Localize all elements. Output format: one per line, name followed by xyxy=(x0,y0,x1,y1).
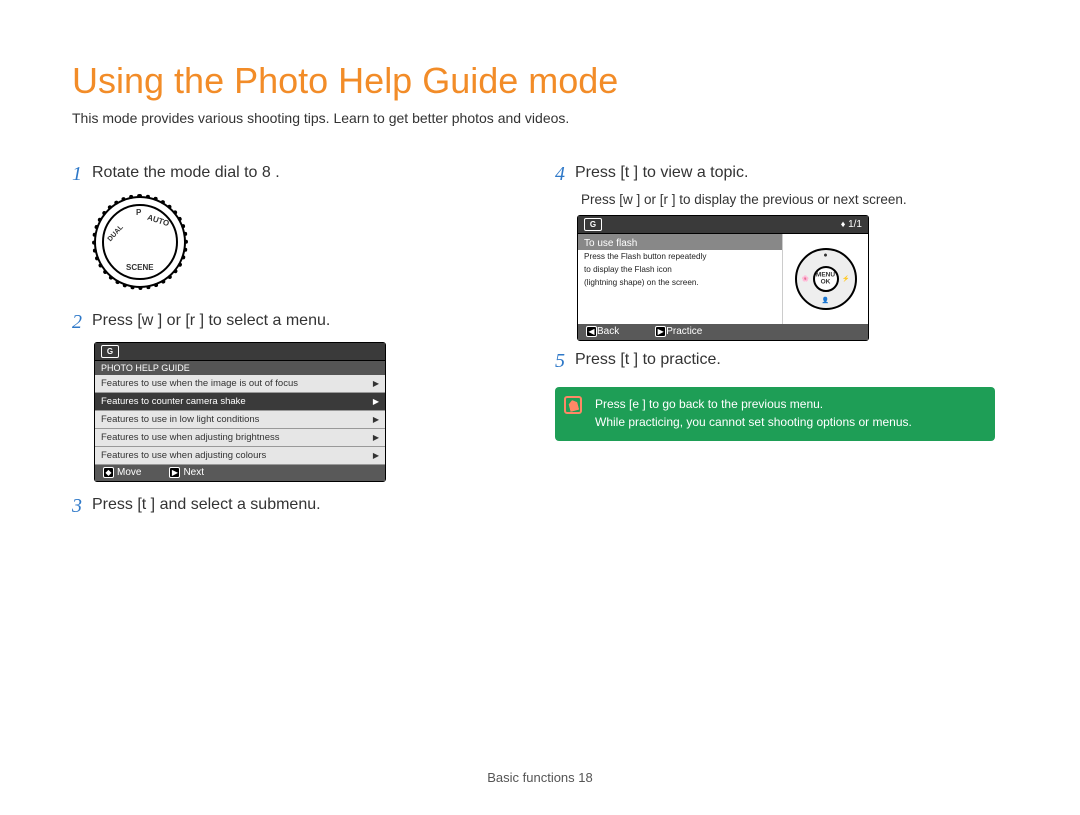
content-columns: 1 Rotate the mode dial to 8 . P AUTO DUA… xyxy=(72,162,1008,524)
note-icon xyxy=(564,396,582,414)
page-title: Using the Photo Help Guide mode xyxy=(72,60,1008,102)
chevron-right-icon: ▶ xyxy=(373,433,379,442)
right-icon: ▶ xyxy=(169,467,180,478)
control-wheel-figure: ⏺ 👤 🌸 ⚡ MENU OK xyxy=(782,234,868,324)
next-key: ▶Next xyxy=(169,467,204,478)
list-item: Features to counter camera shake▶ xyxy=(95,393,385,411)
topic-line: Press the Flash button repeatedly xyxy=(584,251,776,262)
wheel-down-icon: 👤 xyxy=(822,297,829,304)
wheel-left-icon: 🌸 xyxy=(802,276,809,283)
topic-line: to display the Flash icon xyxy=(584,264,776,275)
step-3-number: 3 xyxy=(72,494,82,518)
step-5-number: 5 xyxy=(555,349,565,373)
dial-label-auto: AUTO xyxy=(147,213,171,229)
guide-icon: G xyxy=(101,345,119,358)
dial-label-p: P xyxy=(136,208,141,217)
topic-title: To use ﬂash xyxy=(584,238,776,249)
step-4-number: 4 xyxy=(555,162,565,186)
page-footer: Basic functions 18 xyxy=(0,770,1080,785)
step-1-number: 1 xyxy=(72,162,82,186)
step-2-number: 2 xyxy=(72,310,82,334)
mode-dial-icon: P AUTO DUAL SCENE xyxy=(94,196,186,288)
up-down-icon: ♦ xyxy=(841,219,846,229)
left-icon: ◀ xyxy=(586,326,597,337)
chevron-right-icon: ▶ xyxy=(373,397,379,406)
back-key: ◀Back xyxy=(586,326,619,337)
guide-icon: G xyxy=(584,218,602,231)
step-4-note: Press [w ] or [r ] to display the previo… xyxy=(581,192,1008,207)
lcd-topic-body: To use ﬂash Press the Flash button repea… xyxy=(578,234,868,324)
topic-line: (lightning shape) on the screen. xyxy=(584,277,776,288)
lcd-topic-footer: ◀Back ▶Practice xyxy=(578,324,868,340)
step-4-text: Press [t ] to view a topic. xyxy=(575,162,748,184)
page-indicator: ♦ 1/1 xyxy=(841,219,862,230)
step-5-text: Press [t ] to practice. xyxy=(575,349,721,371)
dial-label-scene: SCENE xyxy=(126,263,154,272)
step-2-text: Press [w ] or [r ] to select a menu. xyxy=(92,310,330,332)
list-item: Features to use when adjusting brightnes… xyxy=(95,429,385,447)
control-wheel-icon: ⏺ 👤 🌸 ⚡ MENU OK xyxy=(795,248,857,310)
wheel-up-icon: ⏺ xyxy=(824,253,827,260)
wheel-right-icon: ⚡ xyxy=(842,276,849,283)
chevron-right-icon: ▶ xyxy=(373,379,379,388)
lcd-menu-screenshot: G PHOTO HELP GUIDE Features to use when … xyxy=(94,342,386,482)
mode-dial-figure: P AUTO DUAL SCENE xyxy=(94,196,525,288)
wheel-center-label: MENU OK xyxy=(816,273,835,286)
step-3: 3 Press [t ] and select a submenu. xyxy=(72,494,525,518)
right-icon: ▶ xyxy=(655,326,666,337)
page-subtitle: This mode provides various shooting tips… xyxy=(72,110,1008,126)
footer-page-number: 18 xyxy=(578,770,592,785)
footer-section: Basic functions xyxy=(487,770,574,785)
list-item: Features to use when the image is out of… xyxy=(95,375,385,393)
chevron-right-icon: ▶ xyxy=(373,451,379,460)
list-item: Features to use in low light conditions▶ xyxy=(95,411,385,429)
step-2: 2 Press [w ] or [r ] to select a menu. xyxy=(72,310,525,334)
step-4: 4 Press [t ] to view a topic. xyxy=(555,162,1008,186)
step-3-text: Press [t ] and select a submenu. xyxy=(92,494,321,516)
left-column: 1 Rotate the mode dial to 8 . P AUTO DUA… xyxy=(72,162,525,524)
tip-box: Press [e ] to go back to the previous me… xyxy=(555,387,995,441)
lcd-menu-list: Features to use when the image is out of… xyxy=(95,375,385,465)
lcd-menu-header: G xyxy=(95,343,385,361)
right-column: 4 Press [t ] to view a topic. Press [w ]… xyxy=(555,162,1008,524)
chevron-right-icon: ▶ xyxy=(373,415,379,424)
practice-key: ▶Practice xyxy=(655,326,702,337)
lcd-topic-text: To use ﬂash Press the Flash button repea… xyxy=(578,234,782,324)
lcd-menu-footer: ◆Move ▶Next xyxy=(95,465,385,481)
lcd-menu-title: PHOTO HELP GUIDE xyxy=(95,361,385,375)
step-1: 1 Rotate the mode dial to 8 . xyxy=(72,162,525,186)
list-item: Features to use when adjusting colours▶ xyxy=(95,447,385,465)
up-down-icon: ◆ xyxy=(103,467,114,478)
lcd-topic-screenshot: G ♦ 1/1 To use ﬂash Press the Flash butt… xyxy=(577,215,869,341)
move-key: ◆Move xyxy=(103,467,141,478)
lcd-topic-header: G ♦ 1/1 xyxy=(578,216,868,234)
step-5: 5 Press [t ] to practice. xyxy=(555,349,1008,373)
tip-line-1: Press [e ] to go back to the previous me… xyxy=(595,395,985,413)
step-1-text: Rotate the mode dial to 8 . xyxy=(92,162,280,184)
tip-line-2: While practicing, you cannot set shootin… xyxy=(595,413,985,431)
dial-label-dual: DUAL xyxy=(107,224,125,243)
